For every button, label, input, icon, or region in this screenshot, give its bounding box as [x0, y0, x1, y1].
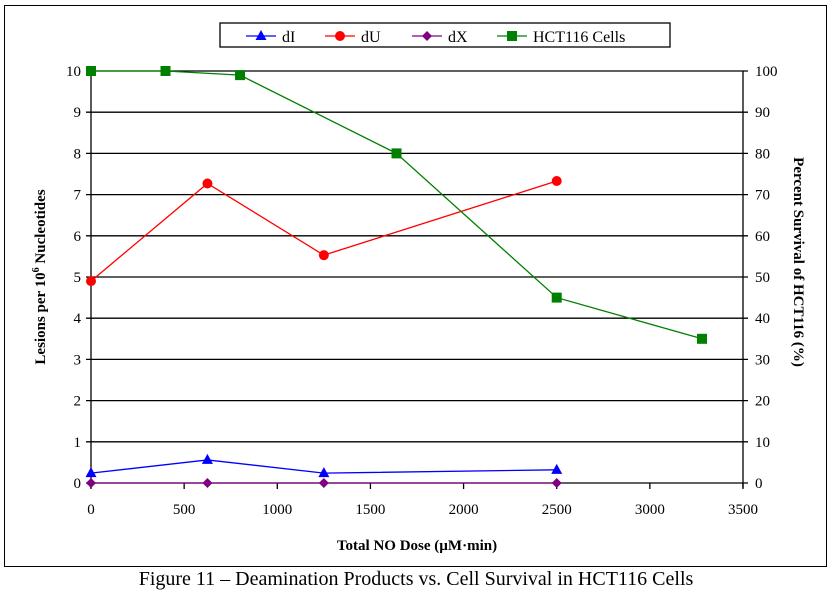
x-tick-label: 3000 [635, 502, 665, 518]
data-point [85, 467, 97, 478]
legend-label: HCT116 Cells [533, 29, 625, 46]
series-dx [86, 478, 562, 488]
gridlines [86, 70, 748, 443]
y-tick-label: 1 [74, 435, 82, 451]
y-tick-label: 7 [74, 188, 82, 204]
x-tick-label: 0 [87, 502, 95, 518]
data-point [160, 66, 171, 76]
data-point [202, 178, 213, 189]
y-tick-label: 2 [74, 394, 82, 410]
chart: 0 500 1000 1500 2000 2500 3000 3500012345678910… [31, 22, 806, 554]
x-tick-label: 1000 [262, 502, 292, 518]
legend-box [219, 22, 671, 48]
data-point [86, 276, 96, 287]
y2-tick-label: 10 [755, 435, 770, 451]
y-axis-title: Lesions per 106 Nucleotides [31, 189, 49, 364]
y2-tick-label: 90 [755, 105, 770, 121]
data-point [551, 176, 562, 187]
y-axis-title-suffix: Nucleotides [33, 189, 49, 267]
y2-tick-label: 30 [755, 352, 770, 368]
x-tick-label: 2500 [542, 502, 572, 518]
y-axis-title-main: Lesions per 10 [33, 272, 49, 364]
series-hct116-cells [86, 66, 708, 344]
series-line [90, 180, 557, 282]
data-point [86, 66, 96, 76]
data-point [551, 478, 562, 488]
data-point [551, 463, 563, 474]
series-line [91, 70, 703, 340]
x-tick-label: 3500 [728, 502, 758, 518]
axes [86, 71, 748, 489]
y-tick-label: 8 [74, 146, 82, 162]
y2-tick-label: 80 [755, 146, 770, 162]
legend-marker [422, 31, 432, 41]
data-point [318, 478, 329, 488]
y2-tick-label: 0 [755, 476, 763, 492]
legend-item: dX [412, 29, 468, 46]
y2-axis-title: Percent Survival of HCT116 (%) [790, 157, 806, 367]
legend-marker [335, 31, 345, 41]
data-point [551, 292, 562, 303]
x-tick-label: 2000 [449, 502, 479, 518]
series-du [86, 176, 562, 287]
tick-labels: 0 500 1000 1500 2000 2500 3000 3500012345678910… [66, 64, 778, 518]
series-di [85, 453, 563, 478]
legend-marker [507, 31, 517, 41]
y2-tick-label: 60 [755, 229, 770, 245]
legend-label: dU [361, 29, 381, 46]
y-tick-label: 0 [74, 476, 82, 492]
data-point [318, 467, 330, 478]
x-axis-title: Total NO Dose (µM·min) [337, 538, 497, 554]
y2-tick-label: 50 [755, 270, 770, 286]
data-point [391, 148, 402, 159]
y-tick-label: 10 [66, 64, 81, 80]
y2-tick-label: 40 [755, 311, 770, 327]
y-tick-label: 9 [74, 105, 82, 121]
legend-item: HCT116 Cells [497, 29, 625, 46]
figure-caption: Figure 11 – Deamination Products vs. Cel… [138, 568, 694, 590]
data-point [202, 478, 213, 488]
chart-frame [4, 5, 827, 567]
legend: dI dU dX HCT116 Cells [219, 22, 671, 48]
data-point [697, 333, 708, 344]
legend-label: dI [282, 29, 295, 46]
data-point [318, 250, 329, 261]
data-point [235, 70, 246, 81]
legend-marker [255, 30, 267, 40]
data-point [86, 478, 96, 488]
legend-item: dU [325, 29, 381, 46]
series-group [85, 66, 708, 488]
x-tick-label: 500 [173, 502, 196, 518]
y-axis-title-sup: 6 [31, 267, 42, 272]
y-tick-label: 3 [74, 352, 82, 368]
y2-tick-label: 70 [755, 188, 770, 204]
y2-tick-label: 20 [755, 394, 770, 410]
y2-tick-label: 100 [755, 64, 778, 80]
x-tick-label: 1500 [355, 502, 385, 518]
y-tick-label: 5 [74, 270, 82, 286]
y-tick-label: 4 [74, 311, 82, 327]
legend-label: dX [448, 29, 468, 46]
series-line [90, 459, 557, 474]
y-tick-label: 6 [74, 229, 82, 245]
legend-item: dI [246, 29, 295, 46]
data-point [201, 453, 213, 464]
